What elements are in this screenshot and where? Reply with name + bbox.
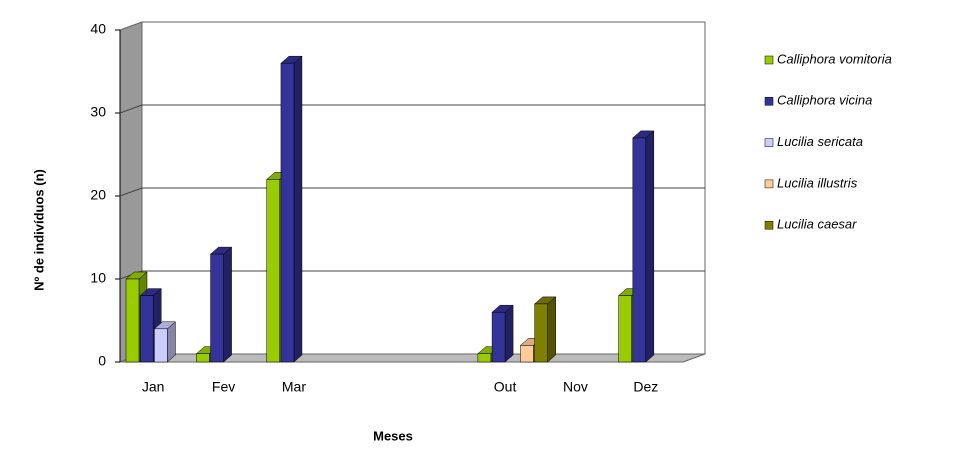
- x-tick-label: Jan: [142, 379, 165, 395]
- bar-side: [223, 246, 232, 363]
- bar: [280, 62, 295, 363]
- legend-label: Calliphora vomitoria: [777, 51, 892, 66]
- legend-label: Lucilia illustris: [777, 175, 858, 190]
- x-axis-title: Meses: [373, 428, 413, 443]
- bar: [154, 328, 168, 363]
- y-tick-label: 0: [98, 353, 106, 369]
- legend-label: Lucilia caesar: [777, 217, 857, 232]
- bar: [534, 303, 548, 363]
- x-tick-label: Dez: [633, 379, 658, 395]
- grid-line: [119, 270, 705, 280]
- x-tick-label: Fev: [212, 379, 235, 395]
- bar: [125, 278, 140, 363]
- legend-swatch: [764, 179, 774, 189]
- grid-line: [119, 187, 705, 197]
- y-tick-label: 40: [90, 21, 106, 37]
- bar-side: [293, 55, 303, 363]
- y-axis-title: Nº de indivíduos (n): [31, 169, 46, 291]
- bar-side: [645, 130, 655, 363]
- legend-swatch: [764, 220, 774, 230]
- bar: [491, 311, 506, 363]
- x-tick-label: Out: [494, 379, 517, 395]
- bar: [520, 345, 534, 363]
- x-tick-label: Nov: [563, 379, 588, 395]
- legend-swatch: [764, 55, 774, 65]
- bar: [477, 353, 492, 363]
- bar: [196, 353, 210, 363]
- bar: [210, 253, 224, 363]
- bar: [139, 295, 154, 363]
- bar-side: [504, 304, 514, 363]
- legend-swatch: [764, 97, 774, 106]
- legend-label: Calliphora vicina: [777, 93, 872, 108]
- grid-line: [119, 104, 705, 114]
- bar-side: [547, 296, 556, 363]
- bar: [632, 137, 647, 363]
- x-tick-label: Mar: [282, 379, 306, 395]
- legend-label: Lucilia sericata: [777, 134, 863, 149]
- y-tick-label: 20: [90, 187, 106, 203]
- bar: [618, 295, 632, 363]
- bar: [266, 179, 280, 363]
- legend-swatch: [764, 138, 774, 147]
- y-tick-label: 10: [90, 270, 106, 286]
- y-tick-label: 30: [90, 104, 106, 120]
